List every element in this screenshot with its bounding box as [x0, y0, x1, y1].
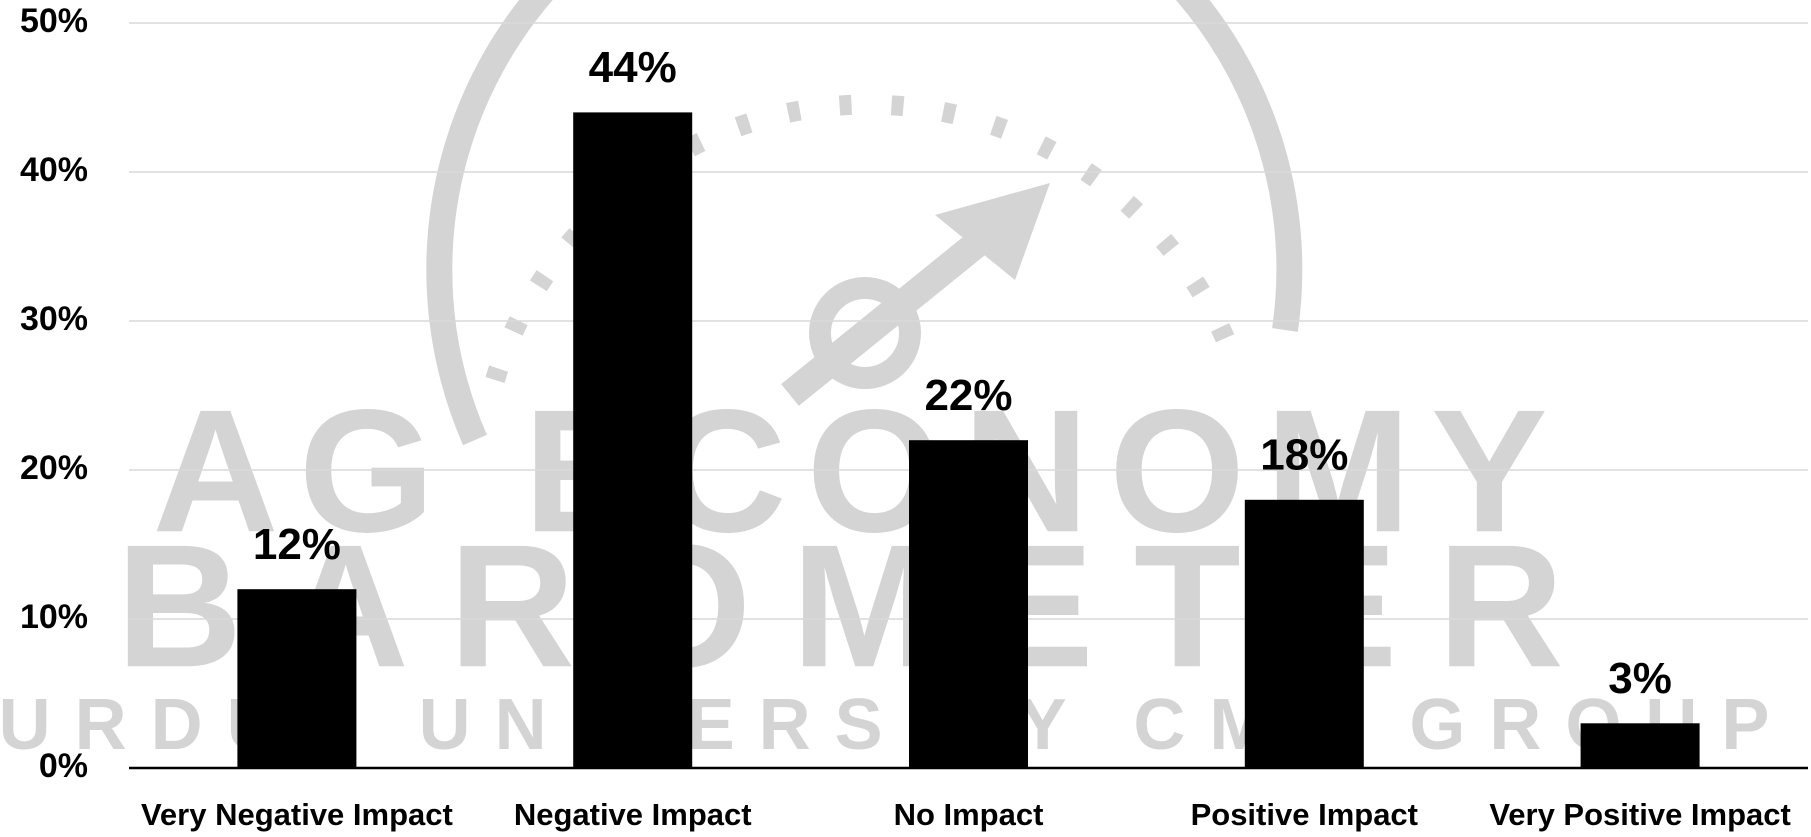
data-label: 22%	[924, 371, 1012, 420]
x-tick-label: Negative Impact	[514, 797, 752, 832]
grid: 0% 10% 20% 30% 40% 50%	[20, 2, 1808, 785]
data-label: 12%	[253, 520, 341, 569]
bar	[1244, 499, 1364, 768]
y-tick-label: 10%	[20, 598, 88, 636]
bar	[909, 440, 1028, 768]
x-tick-label: Very Negative Impact	[141, 797, 453, 832]
data-label: 3%	[1608, 654, 1672, 703]
watermark-gauge	[426, 0, 1303, 446]
bar	[1580, 723, 1700, 768]
x-tick-label: No Impact	[894, 797, 1044, 832]
y-tick-label: 30%	[20, 300, 88, 338]
y-tick-label: 50%	[20, 2, 88, 40]
x-tick-label: Very Positive Impact	[1489, 797, 1791, 832]
bars: Very Negative Impact 12% Negative Impact 44…	[141, 43, 1791, 832]
data-label: 18%	[1260, 430, 1348, 479]
bar	[237, 589, 357, 768]
y-tick-label: 40%	[20, 151, 88, 189]
y-tick-label: 0%	[39, 747, 88, 785]
bar	[573, 112, 693, 768]
y-tick-label: 20%	[20, 449, 88, 487]
data-label: 44%	[589, 43, 677, 92]
x-tick-label: Positive Impact	[1191, 797, 1418, 832]
